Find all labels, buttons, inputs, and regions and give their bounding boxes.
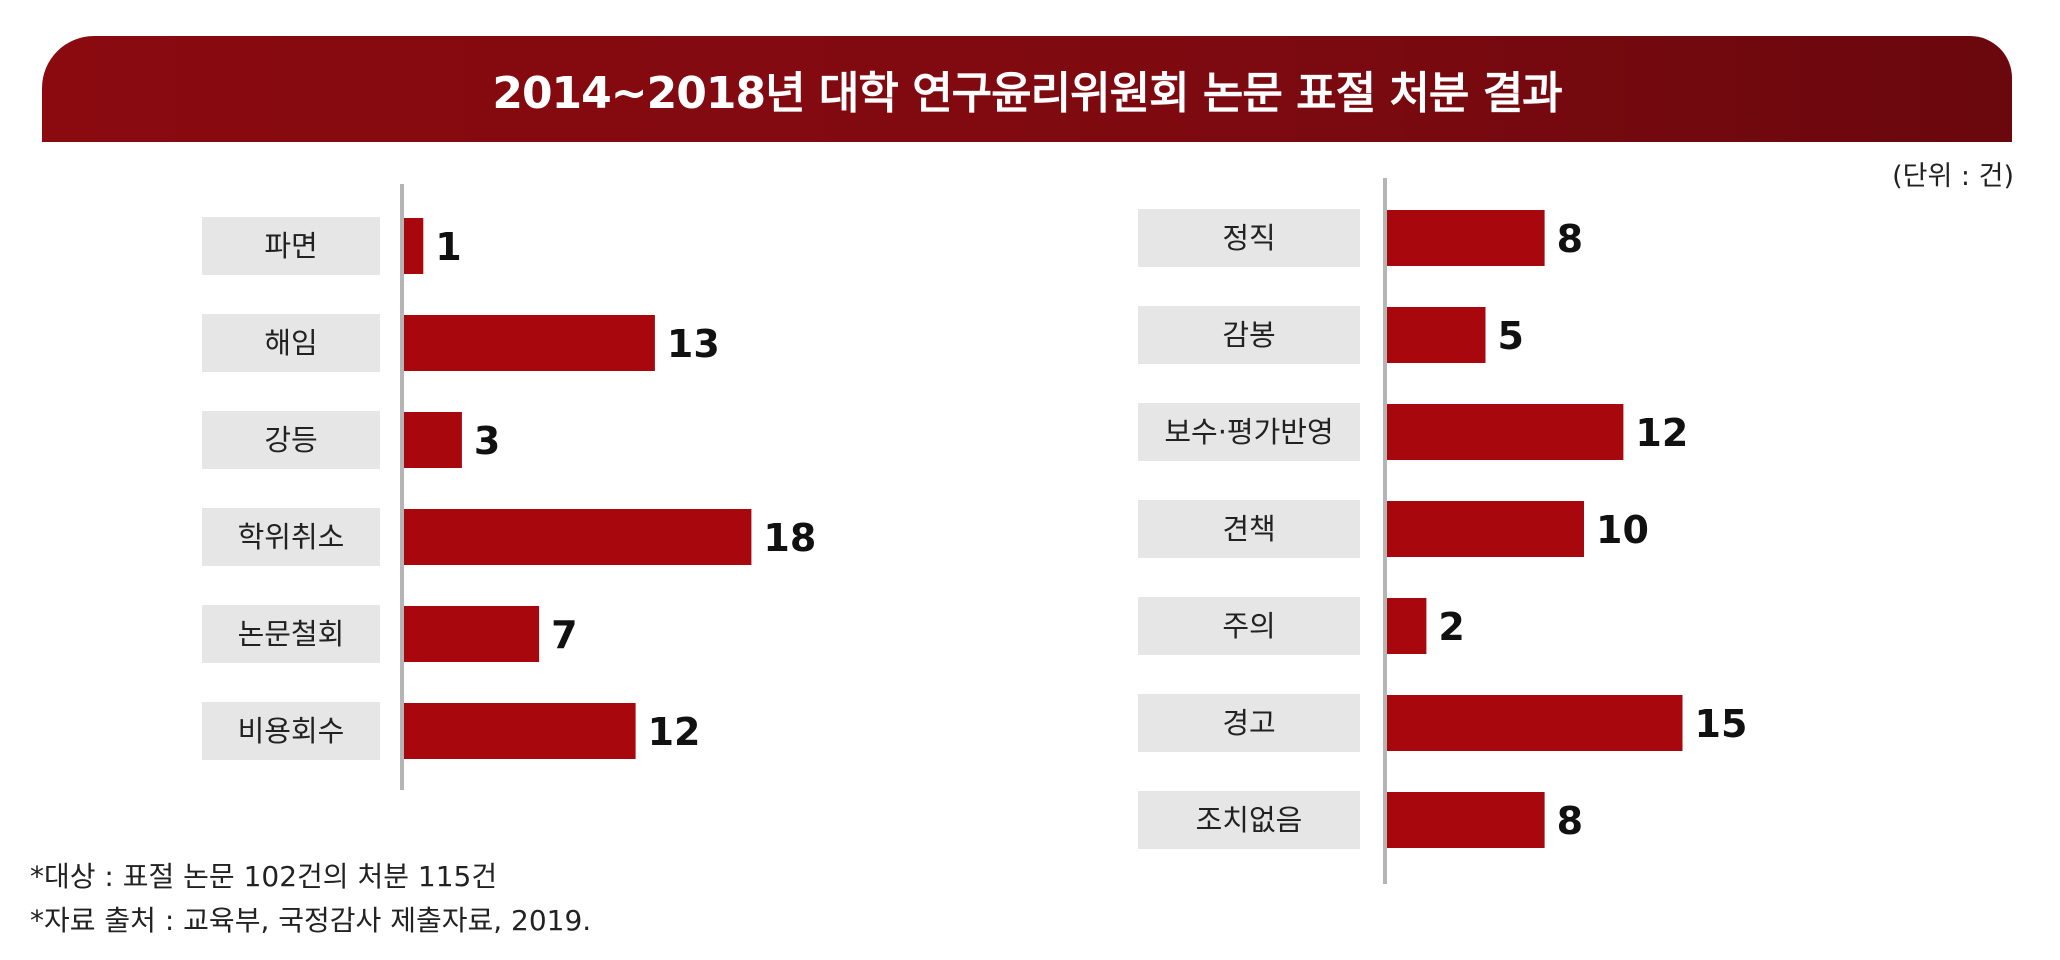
bar: [404, 509, 752, 565]
unit-label: (단위 : 건): [1892, 161, 2014, 192]
bar: [1387, 792, 1545, 848]
category-label: 비용회수: [238, 714, 345, 748]
category-label: 정직: [1222, 221, 1275, 255]
title-banner: 2014~2018년 대학 연구윤리위원회 논문 표절 처분 결과: [42, 36, 2012, 142]
footnote-target: *대상 : 표절 논문 102건의 처분 115건: [30, 860, 498, 893]
data-label: 10: [1596, 508, 1649, 552]
category-box: [1138, 500, 1360, 558]
category-label: 논문철회: [238, 617, 345, 651]
category-box: [1138, 209, 1360, 267]
category-box: [202, 217, 380, 275]
data-label: 1: [435, 225, 461, 269]
bar: [404, 606, 540, 662]
category-label: 주의: [1222, 609, 1275, 643]
category-label: 조치없음: [1196, 803, 1303, 837]
category-box: [1138, 306, 1360, 364]
bar: [404, 412, 462, 468]
category-box: [1138, 791, 1360, 849]
chart-title: 2014~2018년 대학 연구윤리위원회 논문 표절 처분 결과: [492, 68, 1562, 119]
category-box: [1138, 694, 1360, 752]
category-label: 해임: [264, 326, 317, 360]
category-label: 보수·평가반영: [1164, 415, 1333, 449]
category-box: [202, 702, 380, 760]
category-label: 견책: [1222, 512, 1275, 546]
bar: [1387, 307, 1486, 363]
data-label: 5: [1498, 314, 1524, 358]
data-label: 3: [474, 419, 500, 463]
data-label: 8: [1557, 217, 1583, 261]
category-label: 감봉: [1222, 318, 1275, 352]
category-box: [202, 508, 380, 566]
data-label: 12: [648, 710, 701, 754]
category-box: [1138, 597, 1360, 655]
bar: [1387, 598, 1427, 654]
bar: [404, 315, 655, 371]
data-label: 13: [667, 322, 720, 366]
bar: [404, 218, 424, 274]
category-label: 파면: [264, 229, 317, 263]
bar: [1387, 501, 1584, 557]
footnotes: *대상 : 표절 논문 102건의 처분 115건 *자료 출처 : 교육부, …: [30, 855, 591, 943]
category-box: [202, 411, 380, 469]
bar: [404, 703, 636, 759]
data-label: 15: [1695, 702, 1748, 746]
left-bar-chart: 파면 1 해임 13 강등 3 학위취소 18 논문철회 7 비용회수 12: [202, 184, 816, 790]
data-label: 12: [1635, 411, 1688, 455]
data-label: 8: [1557, 799, 1583, 843]
bar: [1387, 404, 1624, 460]
bar: [1387, 210, 1545, 266]
data-label: 2: [1438, 605, 1464, 649]
data-label: 18: [763, 516, 816, 560]
category-label: 경고: [1222, 706, 1275, 740]
category-label: 강등: [264, 423, 317, 457]
right-bar-chart: 정직 8 감봉 5 보수·평가반영 12 견책 10 주의 2 경고 15 조치없음 8: [1138, 178, 1747, 884]
data-label: 7: [551, 613, 577, 657]
footnote-source: *자료 출처 : 교육부, 국정감사 제출자료, 2019.: [30, 904, 592, 937]
category-box: [202, 605, 380, 663]
category-box: [202, 314, 380, 372]
category-box: [1138, 403, 1360, 461]
category-label: 학위취소: [238, 520, 345, 554]
bar: [1387, 695, 1683, 751]
